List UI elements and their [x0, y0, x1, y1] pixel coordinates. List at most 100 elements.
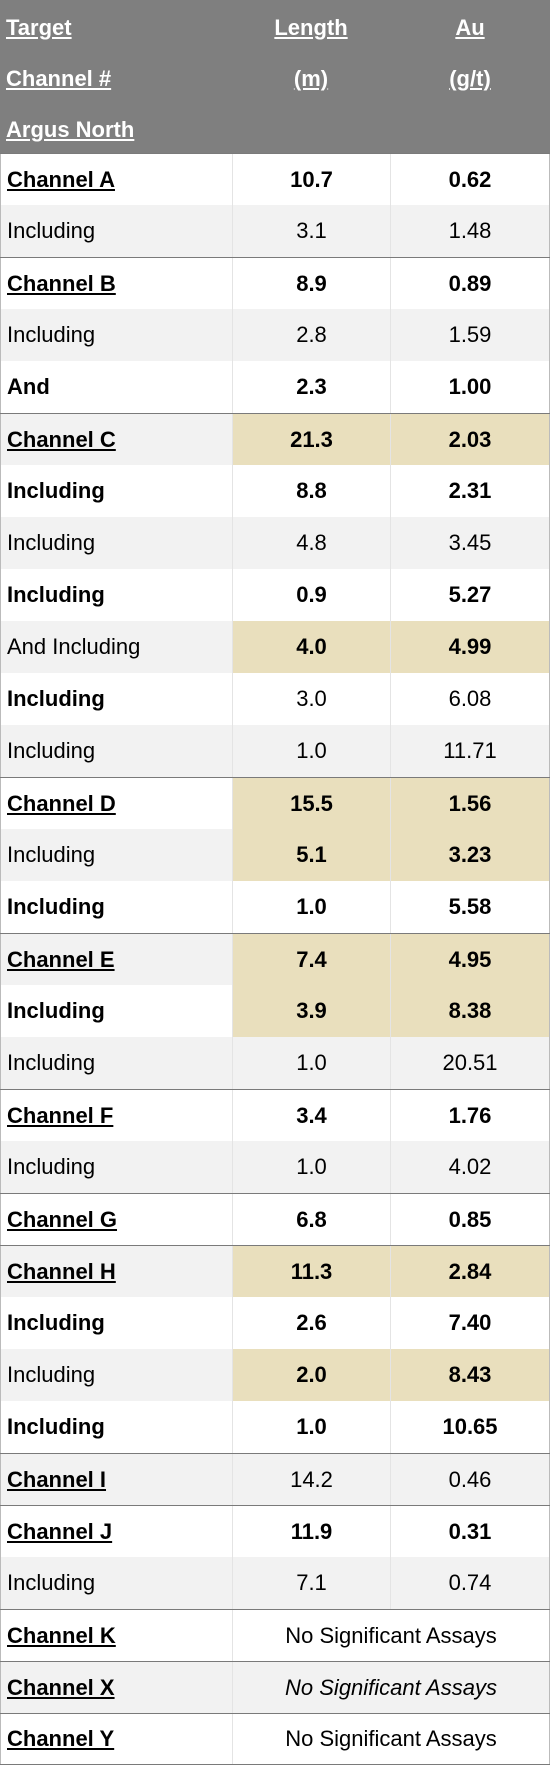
au-cell-text: 0.89 — [448, 270, 492, 296]
au-cell: 1.00 — [390, 361, 550, 413]
note-cell-text: No Significant Assays — [285, 1674, 497, 1700]
table-row: Including 3.1 1.48 — [0, 205, 550, 257]
table-row: Channel K No Significant Assays — [0, 1609, 550, 1661]
length-cell-text: 3.9 — [296, 998, 327, 1023]
au-cell-text: 5.27 — [448, 582, 492, 607]
au-cell: 5.58 — [390, 881, 550, 933]
target-cell: Channel B — [0, 258, 232, 309]
target-cell: Channel J — [0, 1506, 232, 1557]
table-row: Channel G 6.8 0.85 — [0, 1193, 550, 1245]
target-cell: Including — [0, 517, 232, 569]
au-cell: 4.02 — [390, 1141, 550, 1193]
au-cell-text: 8.43 — [448, 1362, 492, 1387]
header-text: Length — [274, 15, 348, 40]
table-row: Channel J 11.9 0.31 — [0, 1505, 550, 1557]
au-cell-text: 4.02 — [448, 1154, 492, 1179]
target-cell: Including — [0, 1141, 232, 1193]
note-cell: No Significant Assays — [232, 1714, 550, 1764]
au-cell-text: 20.51 — [442, 1050, 498, 1075]
length-cell-text: 2.6 — [296, 1310, 327, 1335]
au-cell: 4.95 — [390, 934, 550, 985]
length-cell-text: 2.3 — [296, 374, 327, 399]
length-cell: 1.0 — [232, 881, 390, 933]
au-cell-text: 0.46 — [448, 1466, 492, 1492]
au-cell: 0.89 — [390, 258, 550, 309]
table-row: Including 8.8 2.31 — [0, 465, 550, 517]
target-cell-text: Channel G — [7, 1206, 118, 1232]
table-row: Channel F 3.4 1.76 — [0, 1089, 550, 1141]
target-cell-text: Channel A — [7, 166, 115, 192]
au-cell: 4.99 — [390, 621, 550, 673]
target-cell-text: Channel X — [7, 1674, 115, 1700]
target-cell-text: Channel K — [7, 1622, 116, 1648]
target-cell: Channel D — [0, 778, 232, 829]
table-header: Target Channel # Argus North Length (m) … — [0, 0, 550, 153]
note-cell-text: No Significant Assays — [285, 1726, 497, 1751]
length-cell-text: 1.0 — [296, 1154, 327, 1179]
length-cell-text: 1.0 — [296, 894, 327, 919]
table-row: Including 1.0 20.51 — [0, 1037, 550, 1089]
target-cell-text: Including — [7, 1050, 96, 1075]
length-cell: 5.1 — [232, 829, 390, 881]
table-body: Channel A 10.7 0.62 Including 3.1 1.48 Channel… — [0, 153, 550, 1765]
target-cell-text: Including — [7, 1154, 96, 1179]
au-cell: 2.03 — [390, 414, 550, 465]
au-cell-text: 1.76 — [448, 1102, 492, 1128]
table-row: Including 4.8 3.45 — [0, 517, 550, 569]
table-row: Including 2.0 8.43 — [0, 1349, 550, 1401]
length-cell: 8.9 — [232, 258, 390, 309]
length-cell: 4.8 — [232, 517, 390, 569]
au-cell-text: 1.48 — [448, 218, 492, 243]
target-cell-text: Including — [7, 322, 96, 347]
target-cell-text: Channel B — [7, 270, 116, 296]
length-cell: 4.0 — [232, 621, 390, 673]
header-au: Au (g/t) — [390, 0, 550, 153]
header-length: Length (m) — [232, 0, 390, 153]
target-cell-text: Channel C — [7, 426, 116, 452]
length-cell: 15.5 — [232, 778, 390, 829]
target-cell-text: Including — [7, 478, 105, 503]
au-cell-text: 0.74 — [448, 1570, 492, 1595]
au-cell: 10.65 — [390, 1401, 550, 1453]
au-cell-text: 4.95 — [448, 946, 492, 972]
length-cell-text: 1.0 — [296, 1050, 327, 1075]
length-cell-text: 1.0 — [296, 1414, 327, 1439]
note-cell: No Significant Assays — [232, 1662, 550, 1713]
length-cell: 3.4 — [232, 1090, 390, 1141]
target-cell: Including — [0, 309, 232, 361]
length-cell: 1.0 — [232, 725, 390, 777]
table-row: Channel X No Significant Assays — [0, 1661, 550, 1713]
target-cell-text: And — [7, 374, 50, 399]
table-row: Channel I 14.2 0.46 — [0, 1453, 550, 1505]
table-row: Channel A 10.7 0.62 — [0, 153, 550, 205]
header-text: (m) — [293, 66, 329, 91]
target-cell: Channel G — [0, 1194, 232, 1245]
target-cell: Including — [0, 569, 232, 621]
header-text: Channel # — [6, 66, 112, 91]
target-cell: Channel E — [0, 934, 232, 985]
length-cell-text: 5.1 — [296, 842, 327, 867]
target-cell: Channel C — [0, 414, 232, 465]
target-cell-text: Including — [7, 582, 105, 607]
length-cell-text: 3.1 — [296, 218, 327, 243]
length-cell: 10.7 — [232, 154, 390, 205]
length-cell-text: 4.8 — [296, 530, 327, 555]
length-cell: 7.1 — [232, 1557, 390, 1609]
length-cell-text: 21.3 — [290, 426, 333, 452]
target-cell: Channel Y — [0, 1714, 232, 1764]
au-cell: 7.40 — [390, 1297, 550, 1349]
au-cell: 5.27 — [390, 569, 550, 621]
au-cell-text: 0.31 — [448, 1518, 492, 1544]
target-cell: And Including — [0, 621, 232, 673]
target-cell-text: Channel D — [7, 790, 116, 816]
au-cell: 0.31 — [390, 1506, 550, 1557]
target-cell: Including — [0, 985, 232, 1037]
au-cell-text: 6.08 — [448, 686, 492, 711]
target-cell: Including — [0, 465, 232, 517]
table-row: Including 2.6 7.40 — [0, 1297, 550, 1349]
table-row: And Including 4.0 4.99 — [0, 621, 550, 673]
au-cell-text: 3.45 — [448, 530, 492, 555]
length-cell-text: 8.8 — [296, 478, 327, 503]
table-row: Including 1.0 5.58 — [0, 881, 550, 933]
